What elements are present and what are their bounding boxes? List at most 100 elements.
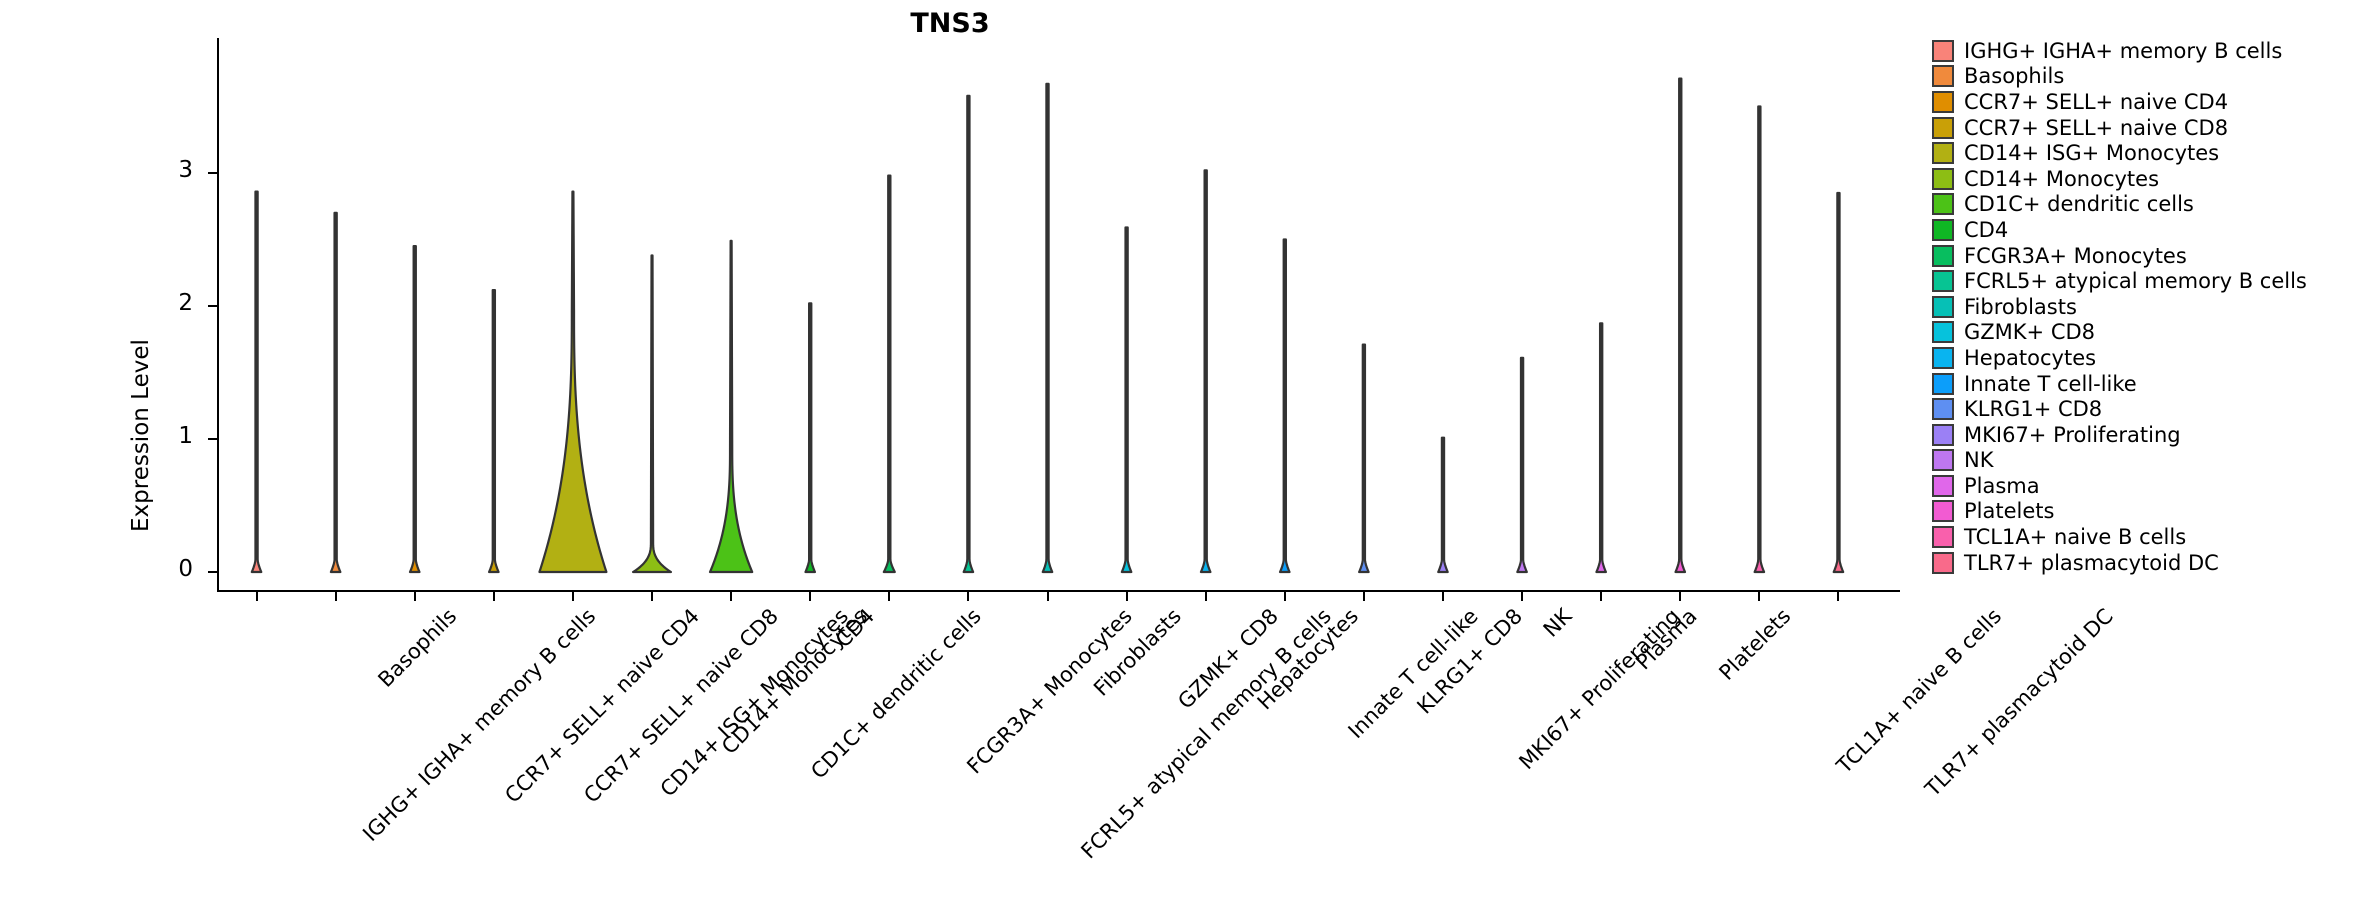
legend-swatch-icon	[1932, 142, 1954, 165]
violin-4	[487, 288, 500, 574]
legend-swatch-icon	[1932, 526, 1954, 549]
legend-swatch-icon	[1932, 372, 1954, 395]
legend-item[interactable]: Innate T cell-like	[1932, 371, 2362, 397]
x-tick-mark	[1046, 592, 1049, 601]
legend-swatch-icon	[1932, 398, 1954, 421]
violin-13	[1199, 169, 1212, 574]
legend-item[interactable]: Basophils	[1932, 64, 2362, 90]
violin-12	[1120, 226, 1133, 574]
legend-item[interactable]: CCR7+ SELL+ naive CD4	[1932, 89, 2362, 115]
x-tick-mark	[809, 592, 812, 601]
legend-label: NK	[1964, 448, 1994, 473]
legend-item[interactable]: Plasma	[1932, 473, 2362, 499]
legend-swatch-icon	[1932, 551, 1954, 574]
legend-label: TLR7+ plasmacytoid DC	[1964, 550, 2219, 575]
legend-label: Fibroblasts	[1964, 294, 2077, 319]
legend-label: CD4	[1964, 217, 2009, 242]
violin-16	[1437, 436, 1449, 574]
violin-19	[1674, 77, 1687, 574]
legend-label: Innate T cell-like	[1964, 371, 2137, 396]
legend-item[interactable]: Fibroblasts	[1932, 294, 2362, 320]
y-tick-mark	[208, 305, 217, 307]
violin-6	[631, 254, 673, 574]
legend-label: CD1C+ dendritic cells	[1964, 192, 2194, 217]
legend-swatch-icon	[1932, 167, 1954, 190]
legend-label: FCRL5+ atypical memory B cells	[1964, 269, 2307, 294]
legend-swatch-icon	[1932, 116, 1954, 139]
violin-2	[329, 211, 342, 574]
legend-item[interactable]: CCR7+ SELL+ naive CD8	[1932, 115, 2362, 141]
legend-item[interactable]: TCL1A+ naive B cells	[1932, 524, 2362, 550]
page-title: TNS3	[910, 8, 990, 39]
y-tick-label: 1	[178, 423, 193, 449]
x-tick-mark	[1837, 592, 1840, 601]
legend-label: KLRG1+ CD8	[1964, 397, 2103, 422]
violin-shapes	[250, 77, 1845, 574]
violin-10	[962, 94, 975, 574]
x-tick-mark	[1283, 592, 1286, 601]
legend-swatch-icon	[1932, 193, 1954, 216]
legend-swatch-icon	[1932, 218, 1954, 241]
legend-label: CD14+ Monocytes	[1964, 166, 2160, 191]
y-tick-mark	[208, 571, 217, 573]
y-tick-mark	[208, 438, 217, 440]
violin-1	[250, 190, 263, 574]
violin-3	[408, 245, 421, 574]
legend-label: Hepatocytes	[1964, 345, 2097, 370]
legend-item[interactable]: NK	[1932, 448, 2362, 474]
legend-item[interactable]: FCRL5+ atypical memory B cells	[1932, 268, 2362, 294]
x-tick-mark	[1362, 592, 1365, 601]
x-tick-mark	[1125, 592, 1128, 601]
x-tick-mark	[888, 592, 891, 601]
x-tick-mark	[730, 592, 733, 601]
x-axis-spine	[217, 590, 1900, 592]
legend-label: FCGR3A+ Monocytes	[1964, 243, 2187, 268]
legend-item[interactable]: GZMK+ CD8	[1932, 320, 2362, 346]
legend-label: CCR7+ SELL+ naive CD4	[1964, 89, 2229, 114]
legend-label: Plasma	[1964, 473, 2040, 498]
x-tick-mark	[334, 592, 337, 601]
legend-item[interactable]: Hepatocytes	[1932, 345, 2362, 371]
legend-item[interactable]: IGHG+ IGHA+ memory B cells	[1932, 38, 2362, 64]
legend-item[interactable]: CD14+ ISG+ Monocytes	[1932, 140, 2362, 166]
legend-item[interactable]: CD14+ Monocytes	[1932, 166, 2362, 192]
legend: IGHG+ IGHA+ memory B cells Basophils CCR7+…	[1932, 38, 2362, 575]
legend-swatch-icon	[1932, 295, 1954, 318]
legend-swatch-icon	[1932, 244, 1954, 267]
legend-label: Basophils	[1964, 64, 2065, 89]
legend-swatch-icon	[1932, 449, 1954, 472]
x-tick-mark	[651, 592, 654, 601]
legend-label: GZMK+ CD8	[1964, 320, 2096, 345]
legend-item[interactable]: CD4	[1932, 217, 2362, 243]
x-tick-mark	[967, 592, 970, 601]
legend-swatch-icon	[1932, 39, 1954, 62]
legend-item[interactable]: MKI67+ Proliferating	[1932, 422, 2362, 448]
violin-15	[1358, 343, 1370, 574]
legend-label: TCL1A+ naive B cells	[1964, 525, 2187, 550]
legend-item[interactable]: KLRG1+ CD8	[1932, 396, 2362, 422]
legend-label: IGHG+ IGHA+ memory B cells	[1964, 38, 2283, 63]
legend-item[interactable]: TLR7+ plasmacytoid DC	[1932, 550, 2362, 576]
x-tick-mark	[571, 592, 574, 601]
legend-swatch-icon	[1932, 90, 1954, 113]
x-tick-mark	[1441, 592, 1444, 601]
x-tick-label: TLR7+ plasmacytoid DC	[1921, 604, 2119, 802]
legend-label: CCR7+ SELL+ naive CD8	[1964, 115, 2229, 140]
x-tick-mark	[1521, 592, 1524, 601]
violin-9	[882, 174, 896, 574]
y-axis-spine	[217, 38, 219, 590]
legend-item[interactable]: Platelets	[1932, 499, 2362, 525]
legend-item[interactable]: CD1C+ dendritic cells	[1932, 192, 2362, 218]
legend-swatch-icon	[1932, 500, 1954, 523]
legend-item[interactable]: FCGR3A+ Monocytes	[1932, 243, 2362, 269]
x-tick-mark	[1204, 592, 1207, 601]
x-tick-mark	[1679, 592, 1682, 601]
violin-5	[538, 190, 608, 574]
violin-11	[1041, 82, 1054, 574]
violin-7	[708, 239, 754, 574]
legend-label: MKI67+ Proliferating	[1964, 422, 2181, 447]
violin-14	[1278, 238, 1291, 574]
x-tick-mark	[1600, 592, 1603, 601]
